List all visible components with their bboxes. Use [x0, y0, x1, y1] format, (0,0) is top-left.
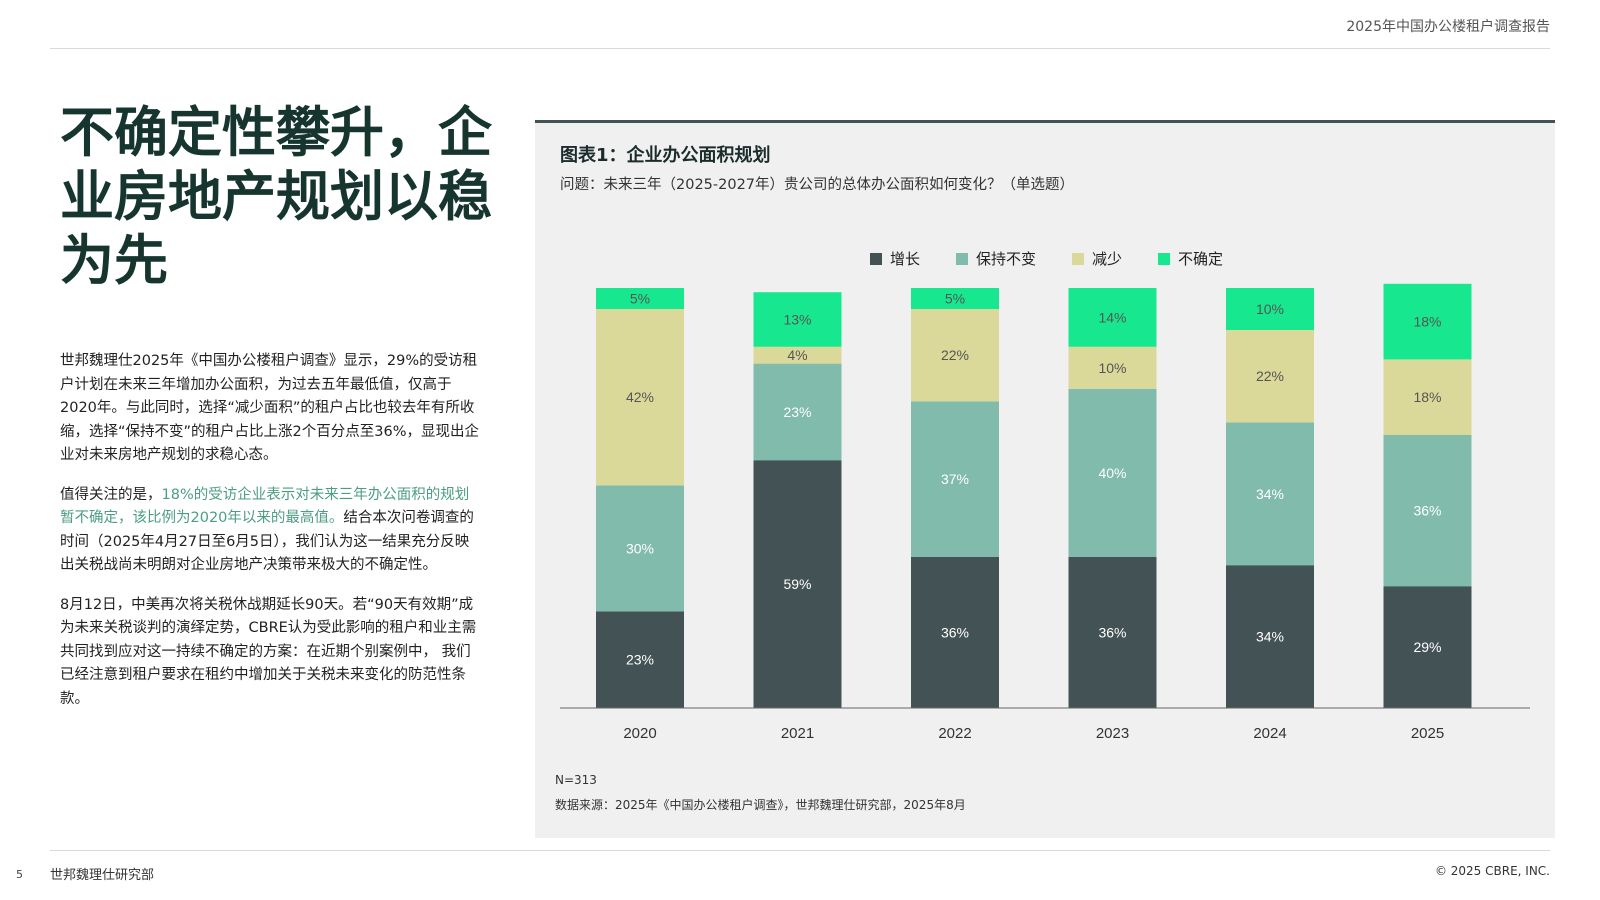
bar-segment-uncertain-2020	[596, 288, 684, 309]
data-label-growth-2025: 29%	[1413, 639, 1441, 655]
paragraph-3: 8月12日，中美再次将关税休战期延长90天。若“90天有效期”成为未来关税谈判的…	[60, 596, 477, 707]
data-label-growth-2022: 36%	[941, 624, 969, 640]
legend-swatch-uncertain	[1158, 252, 1171, 265]
data-label-uncertain-2020: 5%	[630, 291, 650, 307]
body-text: 世邦魏理仕2025年《中国办公楼租户调查》显示，29%的受访租户计划在未来三年增…	[60, 350, 480, 727]
bar-segment-uncertain-2025	[1383, 283, 1472, 360]
data-label-unchanged-2025: 36%	[1413, 503, 1441, 519]
legend-label-decrease: 减少	[1092, 250, 1123, 268]
data-label-decrease-2023: 10%	[1098, 360, 1126, 376]
data-label-unchanged-2022: 37%	[941, 471, 969, 487]
source-note: 数据来源：2025年《中国办公楼租户调查》，世邦魏理仕研究部，2025年8月	[555, 798, 966, 812]
legend-label-growth: 增长	[890, 250, 921, 268]
page-headline: 不确定性攀升，企业房地产规划以稳为先	[60, 100, 492, 292]
data-label-uncertain-2025: 18%	[1413, 314, 1441, 330]
legend-item-uncertain: 不确定	[1158, 248, 1223, 269]
data-label-decrease-2022: 22%	[941, 347, 969, 363]
data-label-growth-2023: 36%	[1098, 624, 1126, 640]
data-label-unchanged-2024: 34%	[1256, 486, 1284, 502]
data-label-uncertain-2023: 14%	[1098, 309, 1126, 325]
legend-swatch-growth	[870, 252, 882, 265]
data-label-uncertain-2024: 10%	[1256, 301, 1284, 317]
footer-divider	[50, 850, 1550, 851]
bar-segment-decrease-2022	[911, 309, 999, 402]
bar-segment-uncertain-2021	[753, 292, 842, 347]
bar-segment-uncertain-2024	[1226, 288, 1314, 330]
footer-department: 世邦魏理仕研究部	[50, 868, 155, 883]
bar-segment-growth-2022	[911, 556, 999, 708]
bar-segment-unchanged-2025	[1383, 435, 1472, 587]
x-tick-label-2023: 2023	[1096, 725, 1129, 742]
bar-segment-growth-2025	[1383, 586, 1472, 708]
data-label-uncertain-2022: 5%	[945, 291, 965, 307]
data-label-decrease-2025: 18%	[1413, 389, 1441, 405]
legend-swatch-unchanged	[956, 252, 969, 265]
bar-segment-unchanged-2023	[1068, 388, 1157, 557]
data-label-decrease-2021: 4%	[787, 347, 807, 363]
header-divider	[50, 48, 1550, 49]
legend-label-uncertain: 不确定	[1178, 250, 1224, 268]
x-tick-label-2025: 2025	[1411, 725, 1444, 742]
paragraph-1: 世邦魏理仕2025年《中国办公楼租户调查》显示，29%的受访租户计划在未来三年增…	[60, 353, 479, 463]
figure-question: 问题：未来三年（2025-2027年）贵公司的总体办公面积如何变化？（单选题）	[560, 177, 1075, 193]
bar-segment-decrease-2023	[1068, 346, 1157, 389]
bar-segment-growth-2023	[1068, 556, 1157, 708]
data-label-growth-2024: 34%	[1256, 629, 1284, 645]
bar-segment-decrease-2021	[753, 346, 842, 364]
x-tick-label-2024: 2024	[1253, 725, 1286, 742]
x-tick-label-2021: 2021	[781, 725, 814, 742]
data-label-decrease-2024: 22%	[1256, 368, 1284, 384]
data-label-unchanged-2023: 40%	[1098, 465, 1126, 481]
paragraph-2-rest: 结合本次问卷调查的时间（2025年4月27日至6月5日），我们认为这一结果充分反…	[60, 510, 474, 573]
x-tick-label-2020: 2020	[623, 725, 656, 742]
bar-segment-decrease-2025	[1383, 359, 1472, 435]
bar-segment-growth-2024	[1226, 565, 1314, 708]
legend-label-unchanged: 保持不变	[976, 250, 1037, 268]
data-label-unchanged-2020: 30%	[626, 540, 654, 556]
figure-title: 图表1：企业办公面积规划	[560, 145, 771, 166]
bar-segment-growth-2020	[596, 611, 684, 708]
bar-segment-growth-2021	[753, 460, 842, 708]
page-number: 5	[16, 868, 23, 881]
legend-item-unchanged: 保持不变	[956, 248, 1036, 269]
figure-panel: 图表1：企业办公面积规划 问题：未来三年（2025-2027年）贵公司的总体办公…	[535, 120, 1555, 838]
bar-segment-decrease-2024	[1226, 330, 1314, 423]
bar-segment-unchanged-2020	[596, 485, 684, 612]
chart-legend: 增长 保持不变 减少 不确定	[870, 248, 1223, 269]
bar-segment-uncertain-2023	[1068, 288, 1157, 347]
bar-segment-unchanged-2022	[911, 401, 999, 557]
legend-item-growth: 增长	[870, 248, 920, 269]
footer-copyright: © 2025 CBRE, INC.	[1434, 864, 1550, 878]
data-label-unchanged-2021: 23%	[783, 404, 811, 420]
bar-segment-unchanged-2021	[753, 363, 842, 461]
bar-segment-unchanged-2024	[1226, 422, 1314, 566]
data-label-growth-2021: 59%	[783, 576, 811, 592]
bar-segment-uncertain-2022	[911, 288, 999, 309]
paragraph-2-lead: 值得关注的是，	[60, 486, 162, 503]
stacked-bar-chart: 23% 30% 42% 5% 2020 59% 23% 4% 13% 2021 36% 37% 22% 5…	[560, 283, 1530, 742]
report-title: 2025年中国办公楼租户调查报告	[1346, 19, 1550, 35]
legend-swatch-decrease	[1072, 252, 1085, 265]
data-label-growth-2020: 23%	[626, 652, 654, 668]
x-tick-label-2022: 2022	[938, 725, 971, 742]
bar-segment-decrease-2020	[596, 309, 684, 486]
paragraph-2: 值得关注的是，18%的受访企业表示对未来三年办公面积的规划暂不确定，该比例为20…	[60, 484, 480, 578]
sample-size-note: N=313	[555, 773, 597, 787]
paragraph-2-highlight: 18%的受访企业表示对未来三年办公面积的规划暂不确定，该比例为2020年以来的最…	[60, 486, 470, 527]
data-label-decrease-2020: 42%	[626, 389, 654, 405]
legend-item-decrease: 减少	[1072, 248, 1122, 269]
data-label-uncertain-2021: 13%	[783, 312, 811, 328]
